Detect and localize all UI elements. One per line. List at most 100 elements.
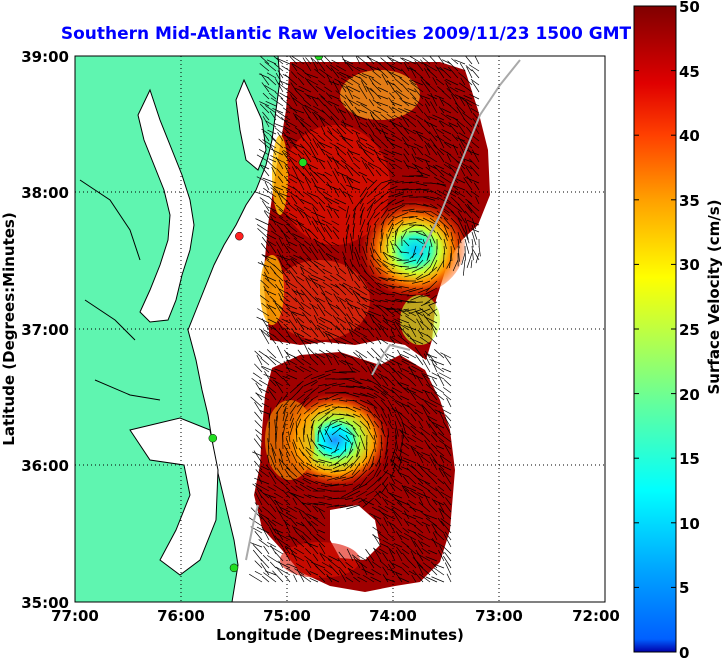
velocity-vector bbox=[356, 140, 361, 149]
velocity-vector bbox=[345, 205, 349, 219]
velocity-vector bbox=[333, 257, 340, 268]
velocity-vector bbox=[420, 511, 431, 520]
velocity-vector bbox=[310, 319, 319, 331]
velocity-vector bbox=[408, 136, 417, 142]
velocity-vector bbox=[438, 120, 445, 128]
velocity-vector bbox=[444, 414, 452, 422]
velocity-vector bbox=[303, 99, 312, 107]
velocity-vector bbox=[391, 508, 403, 520]
velocity-vector bbox=[330, 275, 340, 282]
velocity-vector bbox=[345, 235, 348, 247]
velocity-vector bbox=[390, 101, 403, 107]
velocity-vector bbox=[304, 240, 312, 247]
velocity-vector bbox=[398, 472, 410, 478]
velocity-vector bbox=[267, 555, 277, 562]
velocity-vector bbox=[403, 127, 417, 135]
velocity-vector bbox=[410, 425, 424, 436]
velocity-vector bbox=[419, 426, 431, 436]
velocity-vector bbox=[416, 477, 431, 485]
velocity-vector bbox=[278, 208, 291, 219]
velocity-vector bbox=[395, 90, 410, 100]
velocity-vector bbox=[261, 236, 270, 247]
velocity-vector bbox=[292, 497, 298, 506]
y-tick-label: 39:00 bbox=[21, 48, 69, 66]
velocity-vector bbox=[403, 518, 410, 527]
velocity-vector bbox=[275, 381, 284, 394]
velocity-vector bbox=[366, 199, 377, 212]
velocity-vector bbox=[255, 469, 263, 478]
velocity-vector bbox=[397, 107, 410, 114]
velocity-vector bbox=[386, 353, 396, 359]
velocity-vector bbox=[256, 526, 270, 534]
velocity-vector bbox=[440, 352, 452, 359]
velocity-vector bbox=[275, 396, 283, 408]
velocity-vector bbox=[426, 68, 438, 79]
velocity-vector bbox=[410, 67, 424, 79]
velocity-vector bbox=[309, 303, 319, 310]
velocity-vector bbox=[261, 302, 270, 310]
colorbar-tick-label: 20 bbox=[679, 386, 700, 404]
velocity-vector bbox=[318, 543, 326, 555]
velocity-vector bbox=[434, 530, 445, 541]
velocity-vector bbox=[332, 156, 340, 170]
velocity-vector bbox=[266, 72, 277, 79]
velocity-vector bbox=[442, 59, 452, 65]
velocity-vector bbox=[253, 438, 263, 450]
velocity-vector bbox=[303, 379, 318, 387]
velocity-vector bbox=[401, 562, 410, 569]
velocity-vector bbox=[263, 545, 270, 555]
velocity-vector bbox=[471, 141, 480, 149]
velocity-vector bbox=[436, 259, 445, 272]
velocity-vector bbox=[327, 130, 340, 142]
velocity-vector bbox=[355, 441, 361, 457]
velocity-vector bbox=[318, 443, 333, 450]
velocity-vector bbox=[413, 164, 424, 177]
velocity-vector bbox=[421, 521, 431, 527]
velocity-vector bbox=[429, 217, 441, 227]
velocity-vector bbox=[358, 476, 368, 488]
velocity-vector bbox=[381, 483, 389, 494]
velocity-vector bbox=[460, 139, 473, 149]
velocity-vector bbox=[359, 219, 366, 233]
velocity-vector bbox=[466, 252, 473, 269]
velocity-vector bbox=[324, 104, 333, 114]
velocity-vector bbox=[351, 244, 354, 254]
velocity-vector bbox=[383, 462, 389, 471]
velocity-vector bbox=[403, 457, 417, 464]
velocity-vector bbox=[270, 443, 277, 457]
velocity-vector bbox=[312, 459, 326, 464]
velocity-vector bbox=[460, 77, 466, 86]
velocity-vector bbox=[420, 431, 431, 443]
velocity-vector bbox=[315, 565, 326, 576]
velocity-vector bbox=[388, 482, 396, 492]
velocity-vector bbox=[394, 441, 397, 452]
velocity-vector bbox=[378, 509, 389, 520]
velocity-vector bbox=[305, 449, 312, 457]
velocity-vector bbox=[288, 264, 298, 275]
velocity-vector bbox=[438, 432, 452, 443]
velocity-vector bbox=[352, 338, 361, 345]
velocity-vector bbox=[367, 146, 382, 156]
velocity-vector bbox=[292, 439, 298, 450]
velocity-vector bbox=[271, 448, 277, 464]
velocity-vector bbox=[443, 196, 452, 204]
x-tick-labels: 77:00 76:00 75:00 74:00 73:00 72:00 bbox=[51, 607, 620, 625]
velocity-vector bbox=[359, 392, 375, 399]
velocity-vector bbox=[266, 303, 277, 317]
velocity-vector bbox=[303, 494, 312, 499]
velocity-vector bbox=[379, 543, 389, 548]
velocity-vector bbox=[260, 558, 270, 569]
velocity-vector bbox=[315, 481, 326, 485]
velocity-vector bbox=[274, 370, 284, 380]
velocity-vector bbox=[352, 212, 356, 226]
velocity-vector bbox=[294, 127, 305, 135]
velocity-vector bbox=[273, 186, 284, 191]
velocity-vector bbox=[414, 409, 424, 415]
velocity-vector bbox=[410, 490, 424, 499]
velocity-vector bbox=[393, 525, 403, 534]
velocity-vector bbox=[450, 245, 453, 261]
velocity-vector bbox=[389, 335, 403, 345]
velocity-vector bbox=[298, 462, 305, 471]
chesapeake-bay bbox=[137, 88, 195, 323]
velocity-vector bbox=[303, 414, 310, 422]
